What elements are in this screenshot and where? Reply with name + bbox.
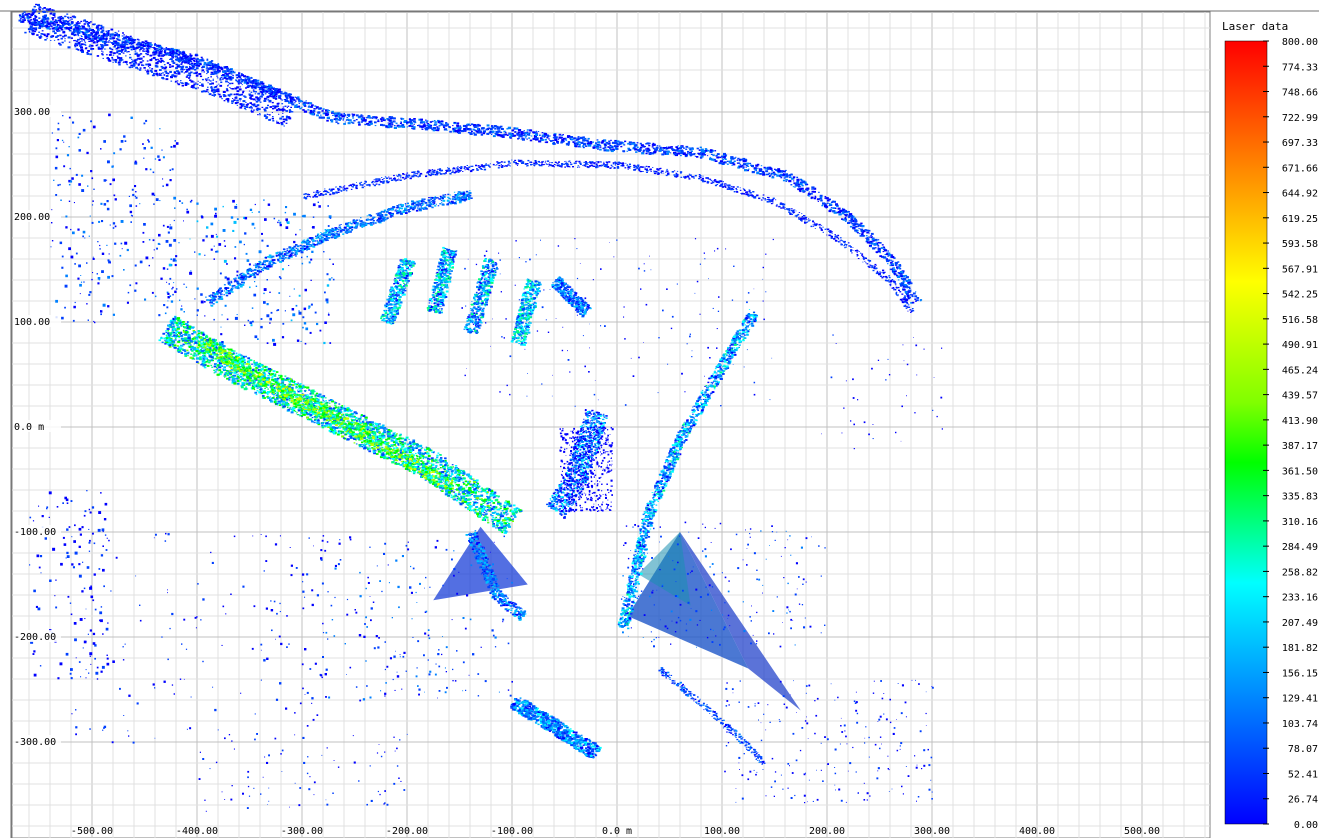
legend-tick-label: 465.24 xyxy=(1282,365,1318,376)
legend-tick-label: 567.91 xyxy=(1282,264,1318,275)
x-tick-label: -400.00 xyxy=(176,826,218,837)
legend-tick-label: 619.25 xyxy=(1282,214,1318,225)
legend-tick-label: 593.58 xyxy=(1282,239,1318,250)
legend-tick-label: 722.99 xyxy=(1282,113,1318,124)
legend-tick-label: 644.92 xyxy=(1282,189,1318,200)
legend-tick-label: 413.90 xyxy=(1282,416,1318,427)
y-axis-ticks: 300.00 200.00 100.00 0.0 m -100.00 -200.00 -30… xyxy=(13,105,61,748)
legend-tick-label: 516.58 xyxy=(1282,315,1318,326)
x-axis-ticks: -500.00 -400.00 -300.00 -200.00 -100.00 0.0 m… xyxy=(71,826,1160,837)
grid xyxy=(0,10,1319,838)
x-tick-label: -500.00 xyxy=(71,826,113,837)
legend-tick-label: 335.83 xyxy=(1282,492,1318,503)
legend-tick-label: 207.49 xyxy=(1282,618,1318,629)
legend-tick-label: 361.50 xyxy=(1282,466,1318,477)
legend-tick-label: 490.91 xyxy=(1282,340,1318,351)
x-tick-label: 200.00 xyxy=(809,826,845,837)
legend-tick-label: 78.07 xyxy=(1288,744,1318,755)
legend-tick-label: 103.74 xyxy=(1282,719,1318,730)
legend-tick-label: 52.41 xyxy=(1288,769,1318,780)
legend-tick-label: 233.16 xyxy=(1282,593,1318,604)
x-tick-label: -200.00 xyxy=(386,826,428,837)
y-tick-label: 0.0 m xyxy=(14,422,44,433)
legend-tick-label: 671.66 xyxy=(1282,163,1318,174)
y-tick-label: -300.00 xyxy=(14,737,56,748)
legend-title: Laser data xyxy=(1222,20,1288,33)
legend-tick-label: 26.74 xyxy=(1288,795,1318,806)
point-cloud xyxy=(18,3,943,812)
legend-tick-label: 284.49 xyxy=(1282,542,1318,553)
legend-colorbar xyxy=(1224,40,1268,825)
x-tick-label: 300.00 xyxy=(914,826,950,837)
legend-tick-label: 774.33 xyxy=(1282,62,1318,73)
y-tick-label: 200.00 xyxy=(14,212,50,223)
y-tick-label: 100.00 xyxy=(14,317,50,328)
legend-tick-label: 697.33 xyxy=(1282,138,1318,149)
x-tick-label: -100.00 xyxy=(491,826,533,837)
color-legend: Laser data 800.00 774.33 748.66 722.99 697.33… xyxy=(1222,20,1318,831)
legend-tick-label: 129.41 xyxy=(1282,694,1318,705)
legend-tick-label: 748.66 xyxy=(1282,88,1318,99)
x-tick-label: 100.00 xyxy=(704,826,740,837)
legend-tick-label: 542.25 xyxy=(1282,290,1318,301)
x-tick-label: 0.0 m xyxy=(602,826,632,837)
x-tick-label: 400.00 xyxy=(1019,826,1055,837)
legend-tick-label: 800.00 xyxy=(1282,37,1318,48)
y-tick-label: -100.00 xyxy=(14,527,56,538)
legend-tick-label: 181.82 xyxy=(1282,643,1318,654)
x-tick-label: -300.00 xyxy=(281,826,323,837)
legend-tick-label: 439.57 xyxy=(1282,391,1318,402)
legend-tick-label: 387.17 xyxy=(1282,441,1318,452)
y-tick-label: -200.00 xyxy=(14,632,56,643)
legend-tick-label: 310.16 xyxy=(1282,517,1318,528)
legend-tick-label: 0.00 xyxy=(1294,820,1318,831)
y-tick-label: 300.00 xyxy=(14,107,50,118)
x-tick-label: 500.00 xyxy=(1124,826,1160,837)
legend-tick-label: 258.82 xyxy=(1282,567,1318,578)
legend-tick-label: 156.15 xyxy=(1282,668,1318,679)
